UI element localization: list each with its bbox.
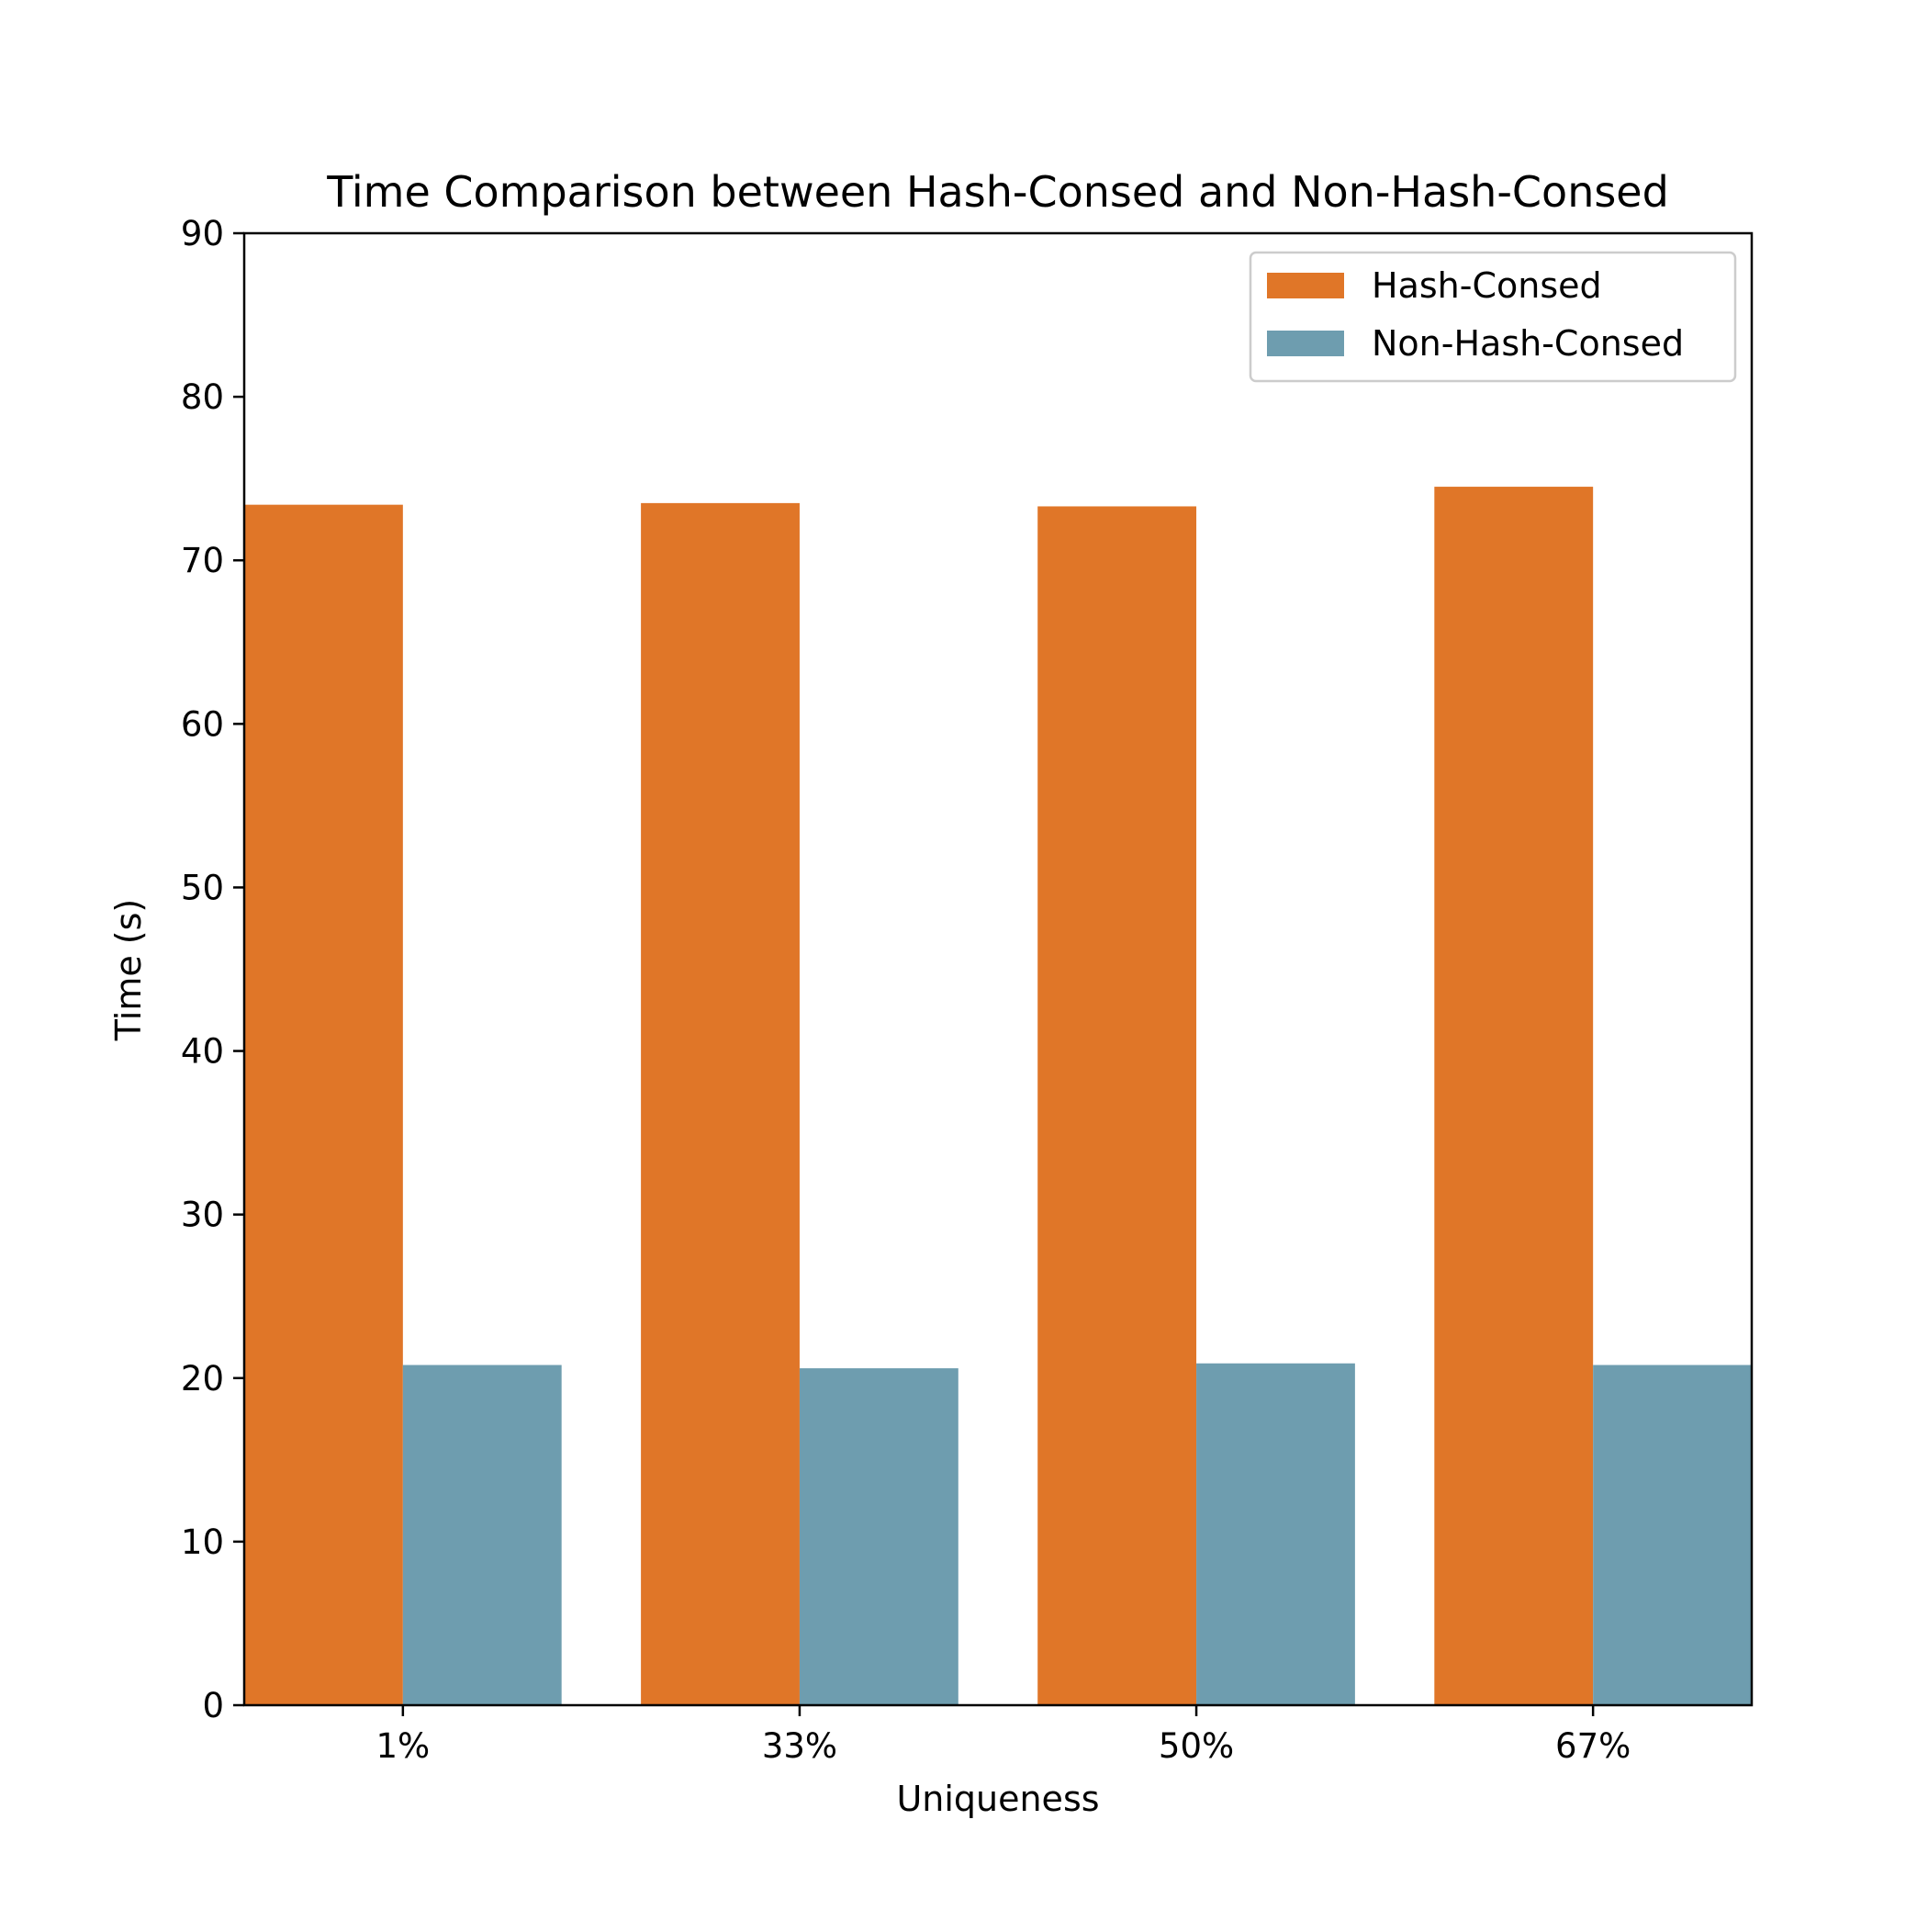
- y-tick-label: 0: [202, 1686, 224, 1725]
- chart-title: Time Comparison between Hash-Consed and …: [326, 167, 1669, 217]
- plot-frame: [242, 231, 1754, 1707]
- y-tick-label: 10: [181, 1522, 224, 1562]
- bar-non-hash-consed-2: [1196, 1363, 1355, 1705]
- legend-label: Hash-Consed: [1372, 265, 1602, 306]
- legend: Hash-Consed Non-Hash-Consed: [1249, 251, 1737, 383]
- y-tick-label: 20: [181, 1359, 224, 1398]
- x-axis-label: Uniqueness: [896, 1779, 1099, 1819]
- y-tick-label: 90: [181, 214, 224, 253]
- x-tick-label: 67%: [1555, 1726, 1631, 1766]
- bar-hash-consed-3: [1434, 487, 1594, 1705]
- y-tick-label: 80: [181, 377, 224, 417]
- axes-layer: 0 10 20 30 40 50 60 70 80 90 1% 33% 50% 67%: [181, 214, 1754, 1766]
- legend-swatch: [1267, 273, 1344, 298]
- x-tick-label: 50%: [1159, 1726, 1234, 1766]
- y-axis-label: Time (s): [108, 899, 149, 1042]
- x-tick-label: 33%: [762, 1726, 837, 1766]
- y-tick-label: 60: [181, 704, 224, 744]
- bar-hash-consed-1: [641, 502, 800, 1705]
- legend-swatch: [1267, 331, 1344, 356]
- bar-non-hash-consed-0: [402, 1365, 562, 1705]
- y-tick-label: 30: [181, 1196, 224, 1235]
- y-tick-label: 40: [181, 1032, 224, 1072]
- bar-non-hash-consed-1: [799, 1368, 958, 1705]
- bar-non-hash-consed-3: [1593, 1365, 1752, 1705]
- bar-hash-consed-2: [1037, 506, 1197, 1706]
- bars-layer: [244, 487, 1752, 1706]
- bar-hash-consed-0: [244, 504, 403, 1706]
- x-tick-label: 1%: [376, 1726, 430, 1766]
- legend-label: Non-Hash-Consed: [1372, 323, 1684, 364]
- y-tick-label: 70: [181, 541, 224, 580]
- legend-box: [1249, 251, 1737, 383]
- y-tick-label: 50: [181, 868, 224, 907]
